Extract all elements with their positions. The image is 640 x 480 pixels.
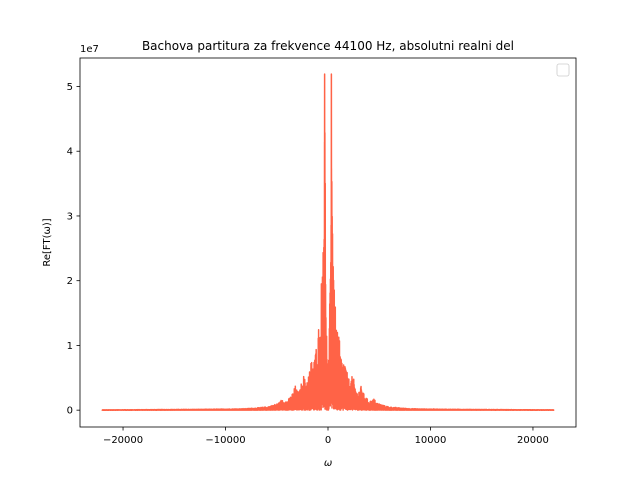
y-tick-label: 0 — [67, 406, 73, 417]
x-tick-label: 20000 — [517, 435, 549, 446]
x-tick-label: 0 — [325, 435, 331, 446]
x-axis-label: ω — [324, 458, 332, 469]
y-tick-label: 1 — [67, 341, 73, 352]
y-tick-label: 2 — [67, 276, 73, 287]
x-tick-label: 10000 — [415, 435, 447, 446]
chart-title: Bachova partitura za frekvence 44100 Hz,… — [142, 39, 514, 53]
x-axis: −20000 −10000 0 10000 20000 — [103, 427, 549, 446]
x-tick-label: −10000 — [205, 435, 245, 446]
y-axis: 0 1 2 3 4 5 — [67, 82, 80, 417]
legend-box — [556, 63, 570, 77]
x-tick-label: −20000 — [103, 435, 143, 446]
y-tick-label: 3 — [67, 211, 73, 222]
series-line — [101, 73, 555, 411]
y-offset-label: 1e7 — [80, 44, 99, 55]
y-tick-label: 4 — [67, 147, 73, 158]
y-tick-label: 5 — [67, 82, 73, 93]
y-axis-label: Re[FT(ω)] — [42, 218, 53, 266]
